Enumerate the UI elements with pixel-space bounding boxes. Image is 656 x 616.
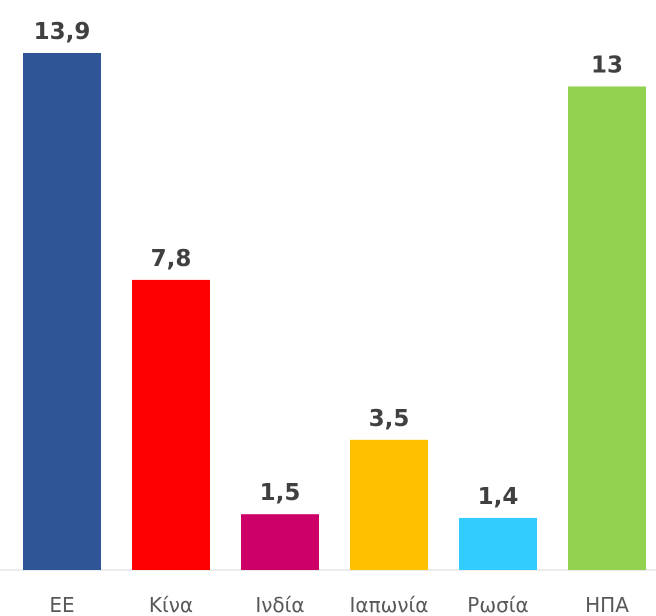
x-tick-label: ΗΠΑ (585, 593, 629, 616)
value-label: 1,5 (260, 480, 301, 506)
x-tick-label: Ιαπωνία (350, 593, 429, 616)
bar (241, 514, 319, 570)
value-label: 13,9 (34, 19, 91, 45)
value-label: 7,8 (151, 246, 192, 272)
bar (459, 517, 537, 570)
x-tick-label: Ρωσία (467, 593, 528, 616)
bar (132, 279, 210, 570)
value-label: 13 (591, 52, 623, 78)
x-tick-label: Κίνα (149, 593, 193, 616)
x-tick-label: ΕΕ (49, 593, 74, 616)
bar (23, 53, 101, 570)
bar (350, 439, 428, 570)
value-label: 1,4 (478, 484, 519, 510)
bar (568, 86, 646, 570)
x-tick-label: Ινδία (255, 593, 304, 616)
value-label: 3,5 (369, 406, 410, 432)
